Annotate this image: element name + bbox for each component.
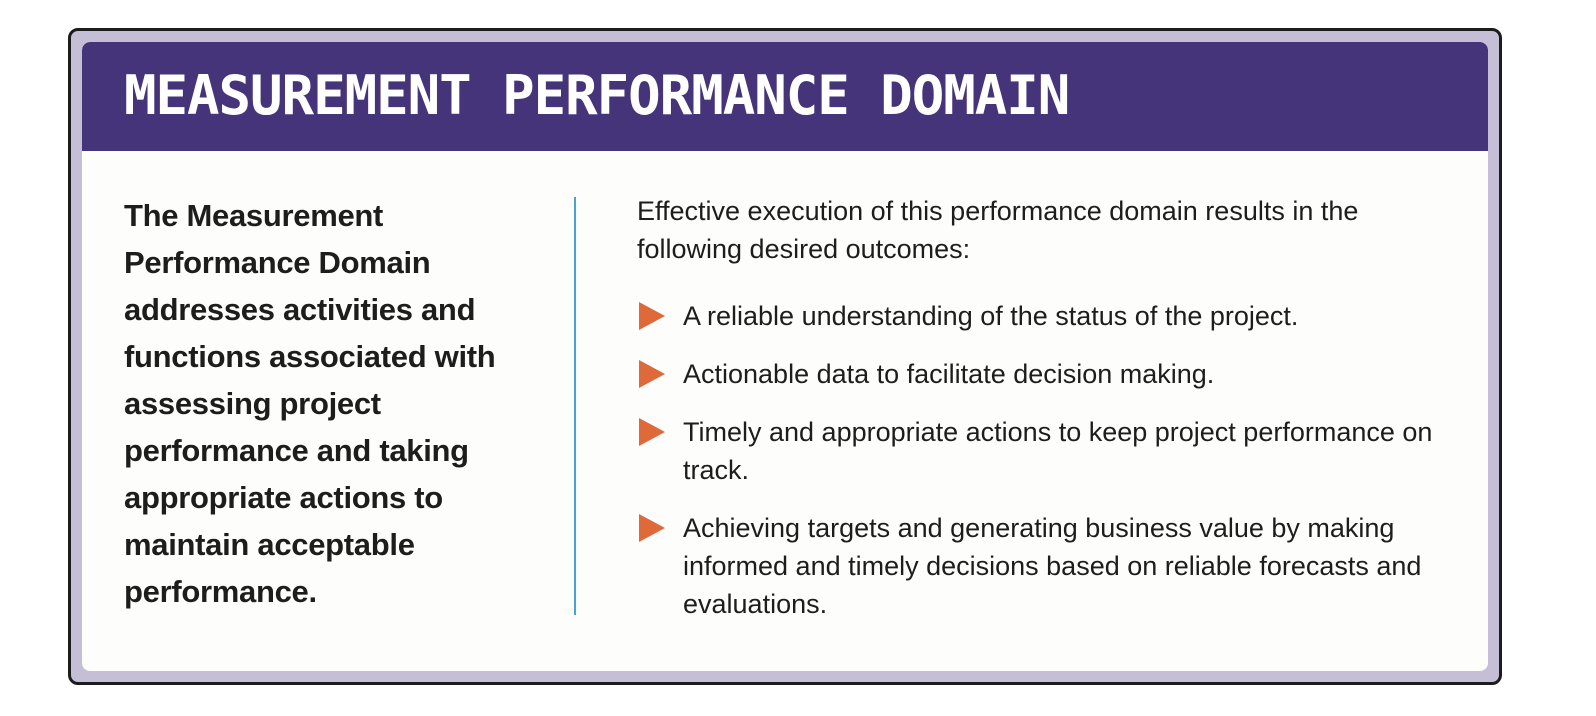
outcome-text: Actionable data to facilitate decision m…: [683, 359, 1215, 389]
column-divider: [574, 197, 576, 615]
callout-card: MEASUREMENT PERFORMANCE DOMAIN The Measu…: [82, 42, 1488, 671]
outcome-text: Achieving targets and generating busines…: [683, 513, 1422, 619]
triangle-bullet-icon: [639, 302, 665, 330]
outcome-list: A reliable understanding of the status o…: [637, 297, 1482, 643]
outcome-item: Timely and appropriate actions to keep p…: [637, 413, 1482, 489]
header-bar: MEASUREMENT PERFORMANCE DOMAIN: [82, 42, 1488, 151]
outcomes-intro: Effective execution of this performance …: [637, 196, 1359, 264]
outcome-item: A reliable understanding of the status o…: [637, 297, 1482, 335]
page-title: MEASUREMENT PERFORMANCE DOMAIN: [124, 64, 1070, 127]
domain-description: The Measurement Performance Domain addre…: [124, 198, 496, 609]
outcome-item: Achieving targets and generating busines…: [637, 509, 1482, 623]
triangle-bullet-icon: [639, 514, 665, 542]
outcome-text: Timely and appropriate actions to keep p…: [683, 417, 1433, 485]
triangle-bullet-icon: [639, 360, 665, 388]
outcome-item: Actionable data to facilitate decision m…: [637, 355, 1482, 393]
domain-callout-box: MEASUREMENT PERFORMANCE DOMAIN The Measu…: [68, 28, 1502, 685]
triangle-bullet-icon: [639, 418, 665, 446]
outcome-text: A reliable understanding of the status o…: [683, 301, 1299, 331]
